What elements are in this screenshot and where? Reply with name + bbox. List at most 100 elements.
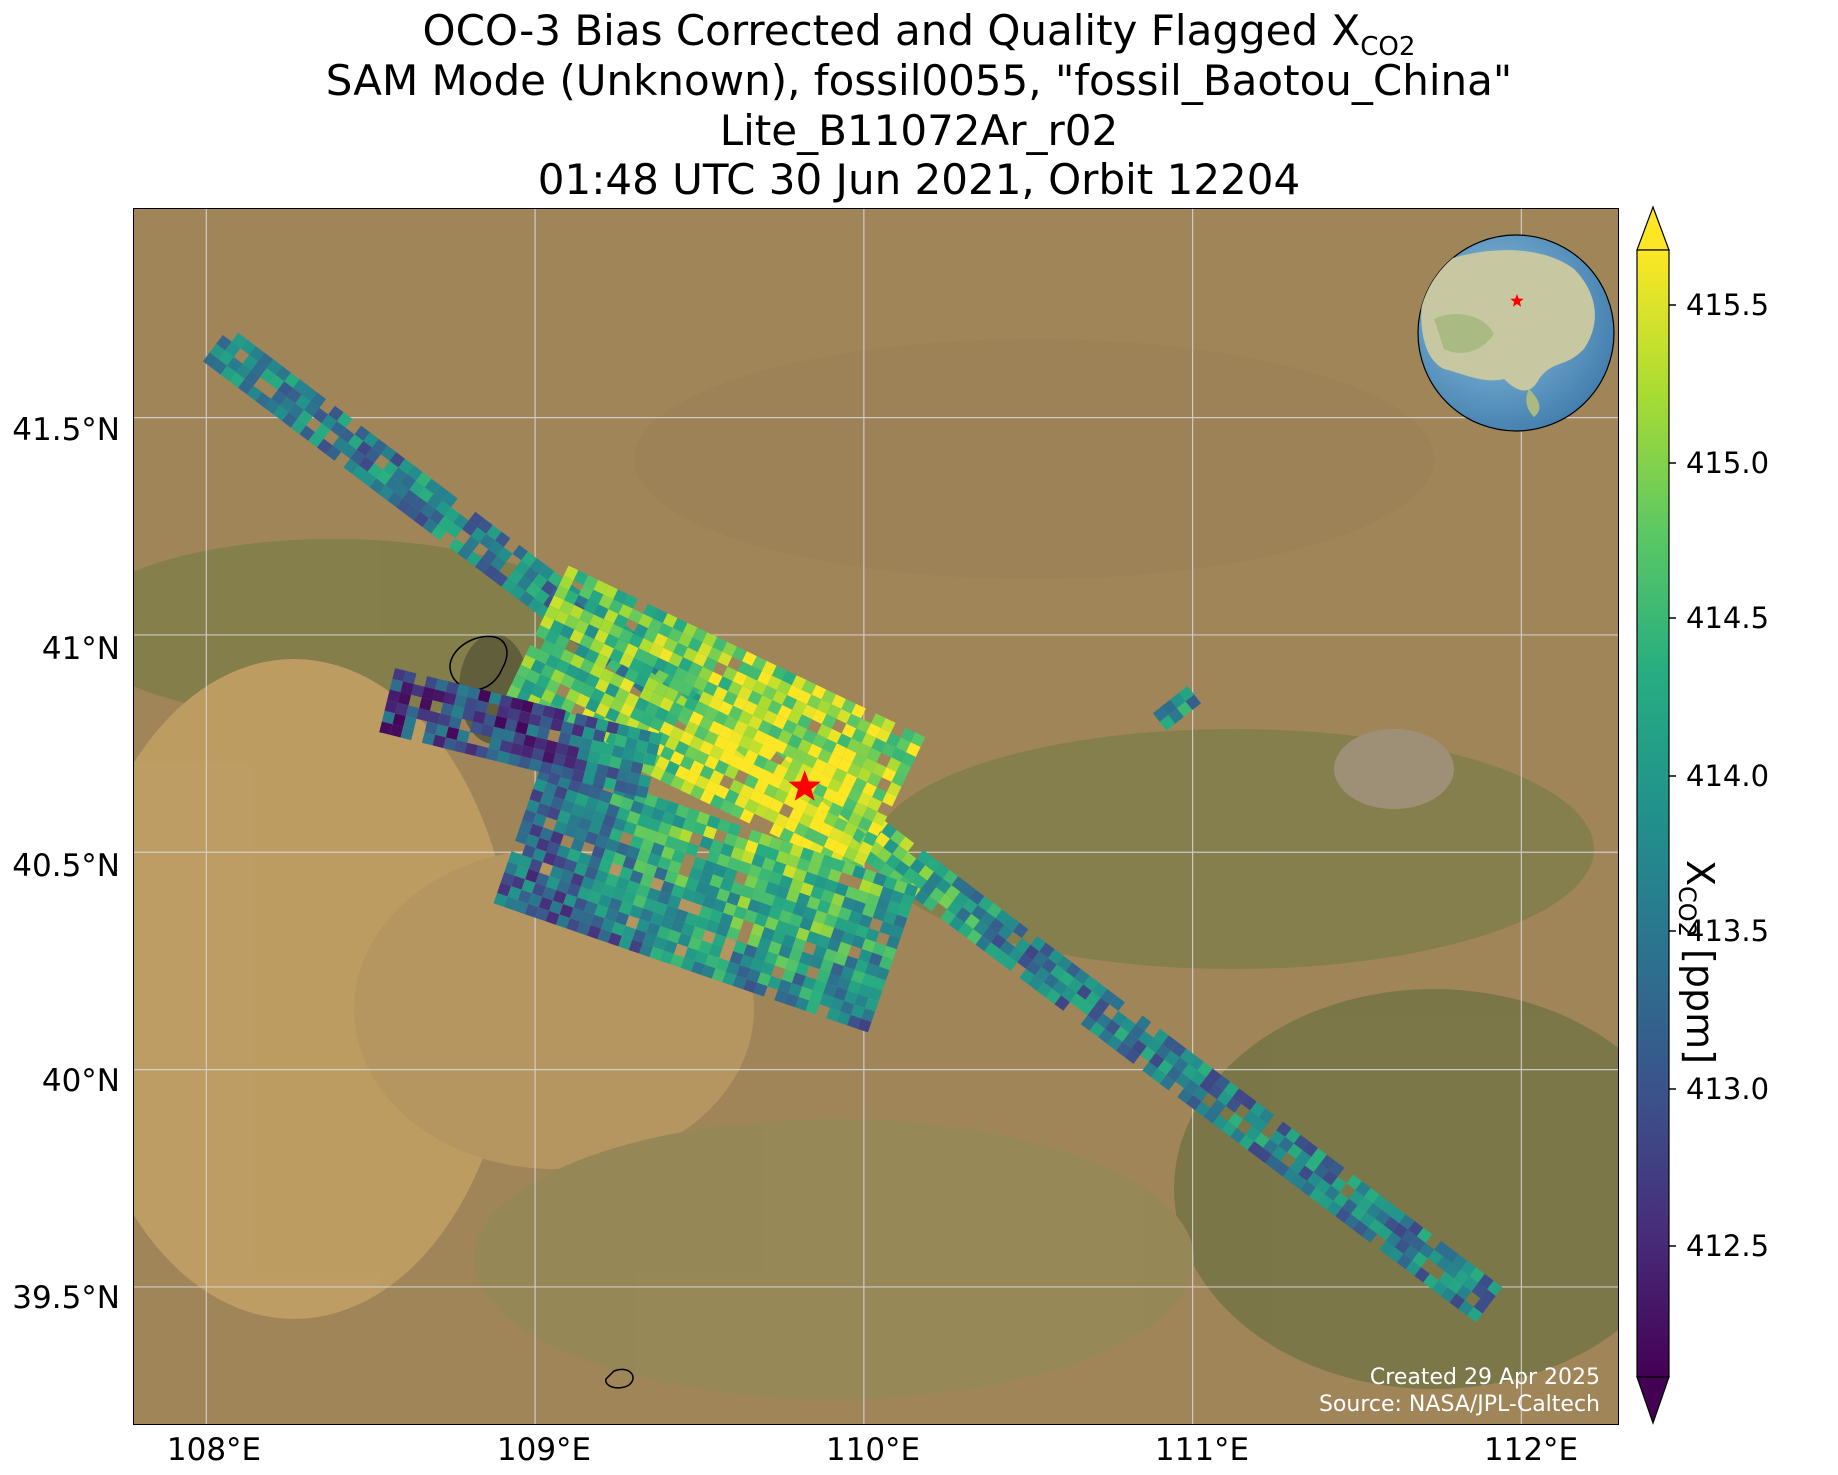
xco2-sounding [767, 675, 782, 691]
xco2-sounding [779, 840, 794, 855]
xco2-sounding [699, 765, 715, 780]
xco2-sounding [499, 694, 513, 708]
xco2-sounding [535, 837, 550, 852]
xco2-sounding [911, 874, 928, 890]
xco2-sounding [603, 777, 617, 791]
xco2-sounding [734, 836, 749, 851]
xco2-sounding [354, 425, 370, 441]
xco2-sounding [683, 696, 699, 712]
xco2-sounding [792, 903, 807, 917]
xco2-sounding [1122, 1033, 1138, 1049]
xco2-sounding [614, 687, 630, 703]
xco2-sounding [1152, 706, 1169, 722]
xco2-sounding [629, 835, 644, 850]
xco2-sounding [601, 918, 616, 933]
xco2-sounding [857, 792, 873, 807]
xco2-sounding [889, 924, 904, 939]
xco2-sounding [593, 604, 609, 620]
xco2-sounding [727, 681, 743, 696]
xco2-sounding [1333, 1192, 1349, 1208]
xco2-sounding [515, 830, 529, 845]
xco2-sounding [704, 730, 719, 746]
xco2-sounding [542, 851, 557, 866]
xco2-sounding [813, 910, 828, 925]
xco2-sounding [517, 710, 532, 724]
xco2-sounding [851, 703, 866, 719]
colorbar-tick: 413.0 [1686, 1072, 1770, 1106]
xco2-sounding [532, 813, 547, 828]
xco2-sounding [843, 846, 859, 862]
xco2-sounding [1168, 708, 1184, 724]
xco2-sounding [588, 589, 604, 605]
xco2-sounding [684, 770, 700, 785]
xco2-sounding [628, 608, 643, 624]
xco2-sounding [1306, 1172, 1323, 1188]
xco2-sounding [486, 525, 502, 541]
xco2-sounding [639, 908, 654, 923]
xco2-sounding [464, 697, 478, 711]
xco2-sounding [1326, 1200, 1343, 1217]
xco2-sounding [663, 662, 679, 678]
xco2-sounding [757, 972, 772, 987]
xco2-sounding [758, 744, 773, 760]
xco2-sounding [718, 700, 733, 716]
xco2-sounding [479, 533, 495, 550]
xco2-sounding [980, 911, 996, 927]
xco2-sounding [584, 831, 599, 846]
xco2-sounding [299, 425, 315, 441]
xco2-sounding [630, 761, 644, 775]
xco2-sounding [762, 660, 777, 676]
xco2-sounding [579, 634, 595, 649]
xco2-sounding [511, 674, 526, 690]
xco2-sounding [1212, 1114, 1228, 1131]
xco2-sounding [719, 750, 734, 765]
xco2-sounding [876, 896, 891, 911]
xco2-sounding [1069, 993, 1086, 1009]
xco2-sounding [218, 350, 234, 366]
xco2-sounding [807, 861, 821, 876]
xco2-sounding [525, 582, 541, 598]
xco2-sounding [837, 758, 852, 773]
xco2-sounding [867, 797, 883, 812]
xco2-sounding [738, 735, 754, 750]
xco2-sounding [525, 834, 540, 849]
xco2-sounding [753, 729, 768, 745]
xco2-sounding [670, 775, 685, 791]
xco2-sounding [1291, 1174, 1307, 1190]
xco2-sounding [594, 904, 609, 919]
colorbar-tick: 412.5 [1686, 1229, 1770, 1263]
xco2-sounding [1293, 1134, 1310, 1151]
xco2-sounding [854, 959, 869, 974]
xco2-sounding [437, 713, 452, 727]
xco2-sounding [960, 882, 976, 899]
xco2-sounding [681, 887, 696, 902]
xco2-sounding [772, 861, 787, 875]
xco2-sounding [827, 777, 843, 793]
xco2-sounding [403, 716, 417, 730]
xco2-sounding [695, 915, 710, 930]
chart-title: OCO-3 Bias Corrected and Quality Flagged… [0, 6, 1838, 72]
xco2-sounding [856, 718, 871, 734]
xco2-sounding [589, 614, 604, 629]
xco2-sounding [759, 793, 774, 809]
map-panel[interactable]: Created 29 Apr 2025 Source: NASA/JPL-Cal… [133, 208, 1619, 1425]
xco2-sounding [728, 705, 743, 721]
xco2-sounding [716, 853, 731, 868]
xco2-sounding [369, 478, 386, 494]
xco2-sounding [799, 882, 814, 897]
xco2-sounding [664, 711, 679, 727]
xco2-sounding [862, 806, 878, 822]
xco2-sounding [569, 604, 584, 620]
xco2-sounding [590, 688, 605, 703]
xco2-sounding [667, 894, 682, 909]
xco2-sounding [499, 739, 513, 754]
xco2-sounding [332, 436, 348, 452]
xco2-sounding [202, 352, 219, 368]
xco2-sounding [1335, 1207, 1351, 1223]
xco2-sounding [281, 412, 298, 428]
xco2-sounding [1471, 1282, 1487, 1299]
xco2-sounding [577, 852, 592, 866]
xco2-sounding [747, 933, 762, 948]
xco2-sounding [829, 997, 844, 1012]
xco2-sounding [836, 733, 852, 749]
